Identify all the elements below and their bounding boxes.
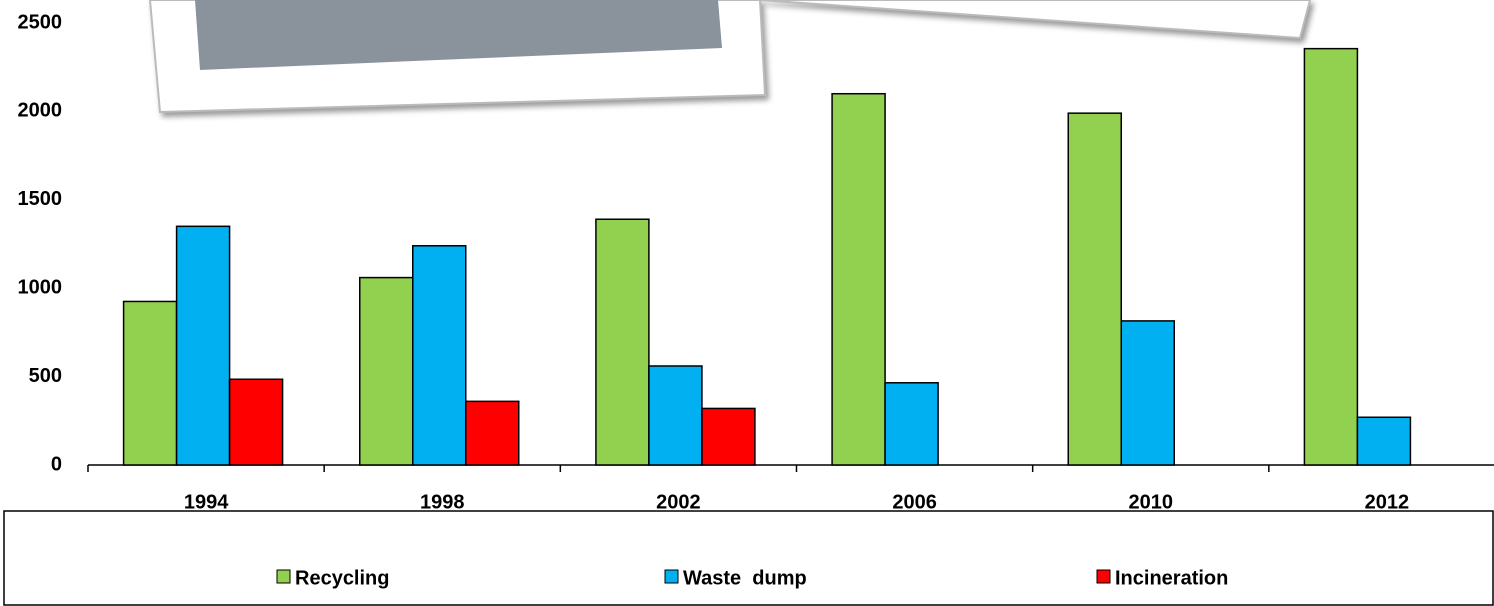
legend-label: Recycling <box>295 567 389 589</box>
y-tick-label: 2000 <box>18 100 63 122</box>
legend-swatch <box>1097 570 1110 583</box>
x-tick-label: 2002 <box>656 491 701 513</box>
legend-label: Incineration <box>1115 567 1228 589</box>
photo-decoration <box>150 0 1310 112</box>
bar <box>124 301 177 465</box>
bar <box>1304 49 1357 465</box>
x-tick-label: 1994 <box>184 491 229 513</box>
x-tick-label: 1998 <box>420 491 465 513</box>
bar <box>360 278 413 465</box>
legend-swatch <box>665 570 678 583</box>
bar <box>649 366 702 465</box>
x-tick-label: 2010 <box>1129 491 1174 513</box>
legend-swatch <box>277 570 290 583</box>
bar <box>832 94 885 465</box>
x-tick-label: 2006 <box>892 491 937 513</box>
y-tick-label: 500 <box>29 365 62 387</box>
bar <box>1121 321 1174 465</box>
y-tick-label: 2500 <box>18 11 63 33</box>
bar <box>1068 113 1121 465</box>
y-tick-label: 1500 <box>18 188 63 210</box>
bar <box>230 379 283 465</box>
chart: 0 500 1000 1500 2000 2500 1994 1998 2002 2006 2010… <box>0 0 1494 606</box>
bar <box>1357 417 1410 465</box>
y-tick-label: 0 <box>51 453 62 475</box>
bar <box>702 408 755 465</box>
page: 0 500 1000 1500 2000 2500 1994 1998 2002 2006 2010… <box>0 0 1494 606</box>
bar <box>885 383 938 465</box>
legend-label: Waste dump <box>683 567 807 589</box>
bar <box>413 246 466 465</box>
x-tick-label: 2012 <box>1365 491 1410 513</box>
bar <box>177 226 230 465</box>
bar <box>466 401 519 465</box>
y-tick-label: 1000 <box>18 276 63 298</box>
legend-box <box>4 511 1493 605</box>
bar <box>596 219 649 465</box>
